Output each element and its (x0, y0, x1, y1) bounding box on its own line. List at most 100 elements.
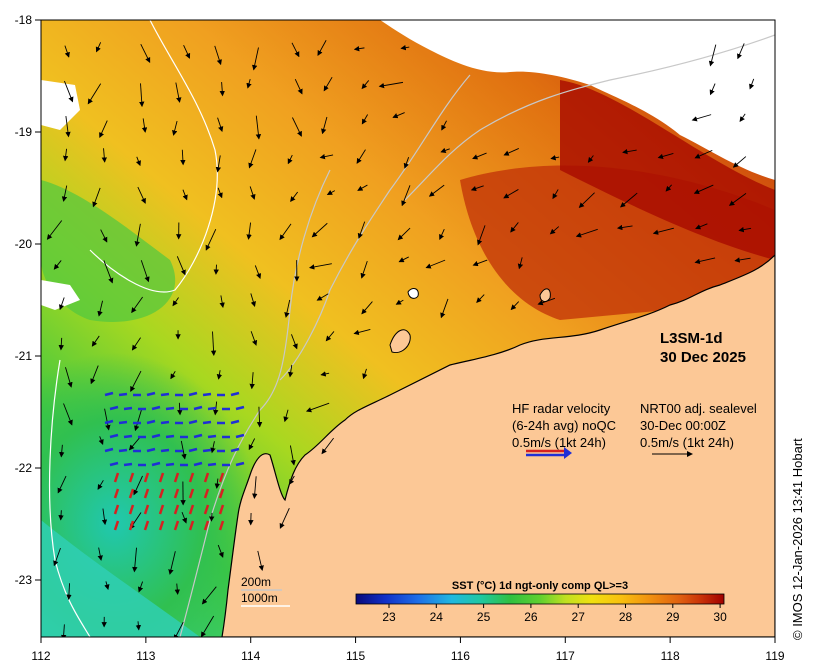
current-arrow (738, 226, 752, 233)
current-arrow (135, 621, 142, 631)
current-arrow (441, 120, 447, 131)
current-arrow (652, 227, 674, 235)
current-arrow (578, 192, 595, 208)
hf-vector-blue (230, 391, 240, 397)
current-arrow (209, 512, 215, 522)
x-tick-label: 118 (661, 649, 680, 663)
hf-vector-red (113, 520, 120, 531)
current-arrow (657, 153, 674, 160)
colorbar-tick-label: 27 (572, 610, 586, 624)
hf-vector-blue (109, 405, 119, 411)
bathymetry-200m (179, 169, 331, 637)
current-arrow (401, 185, 411, 207)
hf-vector-blue (202, 392, 212, 397)
current-arrow (90, 365, 99, 385)
hf-vector-blue (118, 420, 128, 425)
current-arrow (392, 112, 405, 119)
colorbar (355, 593, 725, 605)
current-arrow (728, 193, 747, 206)
current-arrow (476, 294, 485, 303)
x-tick-label: 112 (31, 649, 50, 663)
hf-vector-blue (123, 462, 133, 467)
current-arrow (292, 117, 302, 137)
hf-vector-blue (160, 448, 170, 453)
current-arrow (250, 293, 256, 307)
current-arrow (210, 441, 216, 454)
current-arrow (470, 185, 484, 192)
no-data-patch (41, 280, 80, 310)
y-tick-label: -23 (15, 573, 33, 587)
current-arrow (205, 229, 217, 251)
current-arrow (708, 44, 717, 67)
current-arrow (64, 80, 74, 103)
current-arrow (361, 114, 368, 125)
hf-vector-red (143, 504, 150, 515)
current-arrow (58, 510, 64, 521)
current-arrow (137, 186, 146, 204)
colorbar-tick-label: 30 (713, 610, 727, 624)
current-arrow (180, 440, 187, 460)
current-arrow (141, 118, 148, 133)
current-arrow (665, 184, 672, 192)
current-arrow (477, 225, 486, 246)
hf-vector-red (113, 488, 120, 499)
hf-vector-blue (151, 461, 161, 467)
x-tick-label: 117 (556, 649, 575, 663)
current-arrow (182, 189, 188, 201)
current-arrow (288, 364, 294, 378)
coldest-water-region (41, 520, 200, 637)
current-arrow (99, 120, 108, 139)
hf-vector-red (173, 520, 180, 531)
x-tick-label: 114 (241, 649, 260, 663)
hf-vector-red (128, 520, 135, 531)
hf-vector-blue (207, 406, 217, 411)
current-arrow (749, 78, 755, 90)
current-arrow (552, 189, 559, 200)
hf-vector-blue (109, 461, 119, 467)
current-arrow (287, 154, 293, 165)
hf-legend-arrow (526, 447, 572, 459)
current-arrow (291, 334, 298, 350)
colorbar-tick-label: 29 (666, 610, 680, 624)
hf-vector-blue (188, 391, 198, 397)
hf-vector-red (128, 472, 135, 483)
hf-vector-red (188, 472, 195, 483)
current-arrow (214, 478, 220, 489)
product-title: L3SM-1d (660, 330, 723, 347)
current-arrow (550, 155, 560, 161)
current-arrow (257, 550, 264, 571)
current-arrow (59, 297, 65, 311)
hf-vector-red (128, 488, 135, 499)
current-arrow (130, 370, 142, 392)
x-tick-label: 116 (451, 649, 470, 663)
current-arrow (398, 256, 409, 263)
colorbar-title: SST (°C) 1d ngt-only comp QL>=3 (452, 580, 628, 592)
current-arrow (133, 475, 143, 496)
current-arrow (709, 83, 716, 96)
current-arrow (135, 156, 141, 167)
hf-vector-red (143, 488, 150, 499)
current-arrow (57, 475, 67, 494)
current-arrow (65, 367, 73, 388)
current-arrow (249, 372, 255, 390)
hf-vector-red (173, 472, 180, 483)
current-arrow (309, 263, 332, 270)
nrt-legend-line3: 0.5m/s (1kt 24h) (640, 435, 734, 450)
hf-legend-line3: 0.5m/s (1kt 24h) (512, 435, 606, 450)
current-arrow (284, 299, 291, 318)
current-arrow (537, 297, 556, 306)
current-arrow (91, 335, 100, 347)
hf-vector-blue (123, 406, 133, 411)
copyright: © IMOS 12-Jan-2026 13:41 Hobart (790, 438, 805, 640)
hf-vector-blue (235, 405, 245, 411)
y-tick-label: -22 (15, 461, 33, 475)
hf-vector-blue (193, 405, 203, 411)
current-arrow (503, 189, 519, 199)
current-arrow (361, 301, 373, 315)
current-arrow (294, 79, 303, 95)
current-arrow (291, 42, 300, 58)
x-tick-label: 119 (765, 649, 784, 663)
current-arrow (46, 220, 63, 240)
current-arrow (693, 184, 714, 194)
hf-vector-blue (188, 447, 198, 453)
